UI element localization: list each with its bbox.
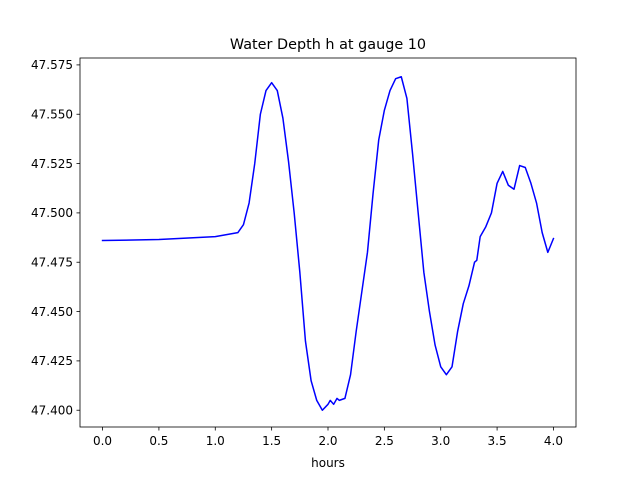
chart-title: Water Depth h at gauge 10	[230, 37, 426, 53]
x-axis-ticks: 0.0 0.5 1.0 1.5 2.0 2.5 3.0 3.5 4.0	[93, 427, 563, 448]
water-depth-series-line	[101, 76, 555, 411]
y-axis-ticks: 47.400 47.425 47.450 47.475 47.500 47.525 47.5…	[31, 58, 80, 418]
x-tick-label: 0.5	[149, 434, 168, 448]
y-tick-label: 47.400	[31, 404, 73, 418]
x-tick-label: 0.0	[93, 434, 112, 448]
x-tick-label: 1.5	[262, 434, 281, 448]
y-tick-label: 47.550	[31, 108, 73, 122]
y-tick-label: 47.500	[31, 206, 73, 220]
axes-frame	[79, 57, 577, 428]
y-tick-label: 47.450	[31, 305, 73, 319]
x-tick-label: 1.0	[206, 434, 225, 448]
y-tick-label: 47.525	[31, 157, 73, 171]
x-tick-label: 2.0	[318, 434, 337, 448]
x-tick-label: 3.5	[488, 434, 507, 448]
y-tick-label: 47.475	[31, 256, 73, 270]
x-tick-label: 3.0	[431, 434, 450, 448]
y-tick-label: 47.575	[31, 58, 73, 72]
x-tick-label: 2.5	[375, 434, 394, 448]
x-axis-label: hours	[311, 456, 345, 470]
x-tick-label: 4.0	[544, 434, 563, 448]
y-tick-label: 47.425	[31, 354, 73, 368]
